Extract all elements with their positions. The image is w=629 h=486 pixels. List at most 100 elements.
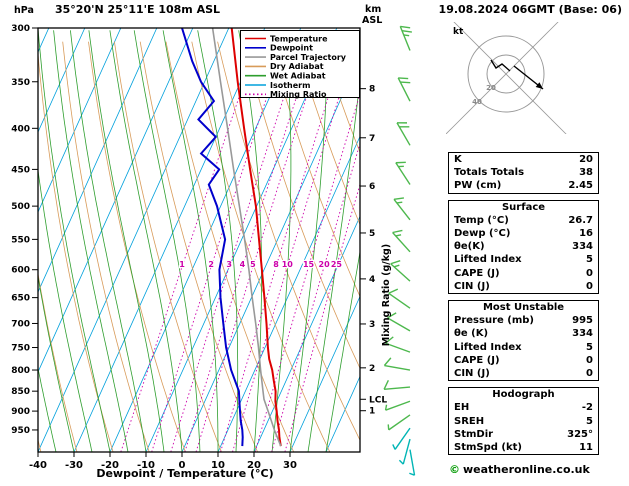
wind-barb-staff [399, 26, 411, 51]
mixing-ratio-line [232, 41, 357, 452]
legend-label: Temperature [270, 34, 328, 43]
pressure-tick-label: 850 [11, 387, 30, 397]
wind-barb-staff [388, 292, 411, 309]
km-tick-label: 8 [369, 85, 375, 95]
legend-label: Mixing Ratio [270, 90, 327, 99]
wet-adiabat-line [38, 166, 93, 452]
row-value: 0 [586, 267, 593, 279]
table-row: CIN (J) 0 [449, 367, 598, 380]
row-label: Dewp (°C) [454, 228, 511, 240]
row-label: SREH [454, 415, 485, 427]
wet-adiabat-line [70, 30, 147, 452]
mixing-ratio-line [271, 141, 360, 452]
wet-adiabat-line [162, 30, 219, 452]
row-value: 20 [579, 154, 593, 165]
row-value: 325° [567, 428, 593, 440]
wind-barb-feather [398, 77, 409, 80]
isotherm-line [38, 28, 230, 452]
mixing-ratio-line [254, 92, 360, 452]
dry-adiabat-line [243, 41, 360, 370]
pressure-unit-label: hPa [14, 5, 34, 16]
hodograph-unit-label: kt [453, 27, 464, 37]
hodograph: kt 20 40 [446, 22, 567, 134]
wet-adiabat-line [133, 30, 201, 452]
dry-adiabat-line [62, 41, 150, 452]
mixing-ratio-line [120, 41, 259, 452]
table-title: Hodograph [492, 389, 555, 401]
temp-tick-label: -20 [101, 460, 119, 471]
isotherm-line [181, 55, 360, 452]
dry-adiabat-line [114, 41, 222, 452]
wind-barb-staff [387, 317, 411, 332]
hodograph-diagonal [453, 22, 567, 134]
row-label: CAPE (J) [454, 354, 500, 366]
row-label: StmDir [454, 428, 494, 440]
row-label: CAPE (J) [454, 267, 500, 279]
hodograph-trace [490, 59, 544, 90]
wet-adiabat-line [307, 76, 360, 452]
summary-table: K 20 Totals Totals 38 PW (cm) 2.45 [448, 152, 599, 194]
row-label: PW (cm) [454, 180, 502, 192]
wind-barb-feather [400, 81, 411, 84]
km-axis-unit: km [365, 4, 381, 15]
wind-barb-feather [409, 472, 415, 476]
mixing-ratio-labels: 1 2 3 4 5 8 10 15 20 25 [178, 259, 344, 271]
row-label: StmSpd (kt) [454, 442, 522, 454]
hodograph-diagonal [446, 22, 559, 134]
wet-adiabat-line [38, 30, 111, 452]
pressure-tick-label: 600 [11, 266, 30, 276]
pressure-axis: 300 350 400 450 500 550 600 650 700 750 800 850 900 9… [11, 24, 38, 436]
mixing-ratio-value: 10 [282, 260, 294, 269]
row-label: EH [454, 402, 470, 414]
wind-barb-feather [403, 34, 410, 37]
series-temperature [230, 28, 282, 447]
isotherm-line [289, 295, 360, 452]
row-value: 0 [586, 354, 593, 366]
pressure-tick-label: 750 [11, 344, 30, 354]
wet-adiabat-line [238, 30, 262, 452]
isotherm-line [325, 375, 360, 452]
series-parcel-trajectory [211, 28, 282, 447]
table-row: SREH 5 [449, 415, 598, 428]
series-dewpoint [181, 28, 244, 447]
wet-adiabat-line [38, 365, 57, 452]
x-axis-label: Dewpoint / Temperature (°C) [96, 467, 273, 480]
mixing-ratio-value: 15 [303, 260, 315, 269]
wind-barb-feather [398, 459, 404, 465]
temp-tick-label: -10 [137, 460, 155, 471]
mixing-ratio-line [220, 41, 347, 452]
mixing-ratio-value: 25 [331, 260, 343, 269]
table-row: CAPE (J) 0 [449, 267, 598, 280]
isotherms [38, 28, 360, 452]
dry-adiabat-line [165, 41, 295, 452]
pressure-tick-label: 400 [11, 124, 30, 134]
row-label: Temp (°C) [454, 214, 509, 226]
pressure-tick-label: 450 [11, 165, 30, 175]
isotherm-line [38, 28, 86, 133]
temp-tick-label: 0 [179, 460, 186, 471]
mixing-ratio-line [184, 41, 315, 452]
row-value: 5 [586, 415, 593, 427]
mixing-ratio-value: 1 [179, 260, 185, 269]
mixing-ratio-value: 20 [319, 260, 331, 269]
wind-barb-staff [392, 232, 411, 253]
table-row: Totals Totals 38 [449, 166, 598, 179]
table-row: StmDir 325° [449, 428, 598, 441]
wet-adiabat-line [109, 30, 183, 452]
mixing-ratio-value: 4 [240, 260, 246, 269]
table-row: Temp (°C) 26.7 [449, 214, 598, 227]
table-row: CIN (J) 0 [449, 280, 598, 293]
pressure-tick-label: 550 [11, 235, 30, 245]
mixing-ratio-line [170, 41, 303, 452]
mixing-ratio-line [151, 41, 286, 452]
table-row: Dewp (°C) 16 [449, 227, 598, 240]
most-unstable-table: Most Unstable Pressure (mb) 995 θe (K) 334 Li… [448, 300, 599, 382]
mixing-ratio-axis-label: Mixing Ratio (g/kg) [381, 244, 392, 346]
datetime-title: 19.08.2024 06GMT (Base: 06) [439, 3, 622, 16]
km-tick-label: 6 [369, 182, 375, 192]
dry-adiabat-line [191, 41, 331, 452]
km-tick-label: 7 [369, 134, 375, 144]
isotherm-line [38, 28, 122, 213]
